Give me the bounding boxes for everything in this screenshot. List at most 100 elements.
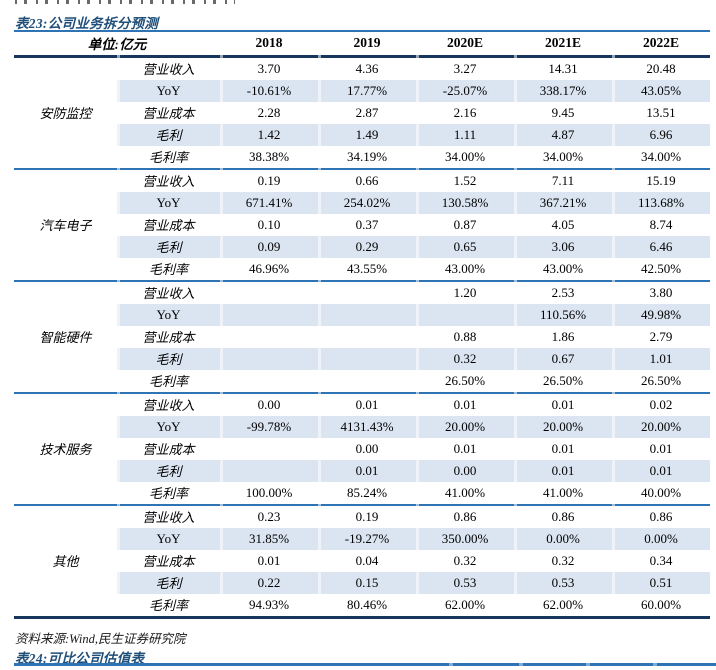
value-cell: 26.50%	[542, 372, 584, 388]
table-row: 毛利率 26.50% 26.50% 26.50%	[14, 370, 710, 393]
metric-label-cell: YoY	[117, 415, 220, 438]
value-cell: 0.01	[612, 459, 710, 482]
value-cell: 7.11	[551, 172, 575, 188]
value-cell: 3.70	[257, 60, 281, 76]
value-cell: 4.05	[551, 216, 575, 232]
value-cell: 40.00%	[640, 484, 682, 500]
table-row: 汽车电子 营业收入 0.19 0.66 1.52 7.11 15.19	[14, 168, 710, 233]
value-cell: 17.77%	[318, 79, 416, 102]
value-cell: 0.01	[355, 396, 379, 412]
value-cell: 350.00%	[416, 527, 514, 550]
metric-label-cell: YoY	[117, 527, 220, 550]
value-cell: 0.01	[551, 440, 575, 456]
column-divider	[586, 663, 590, 666]
value-cell: 0.00	[257, 396, 281, 412]
value-cell: 20.48	[646, 60, 676, 76]
metric-label-cell: 营业成本	[142, 106, 195, 121]
metric-label-cell: 毛利率	[148, 598, 188, 613]
column-divider	[519, 663, 523, 666]
value-cell: 62.00%	[444, 596, 486, 612]
table23-header-row: 单位:亿元 2018 2019 2020E 2021E 2022E	[14, 32, 710, 56]
value-cell: 4131.43%	[318, 415, 416, 438]
table-row: 智能硬件 营业收入 1.20 2.53 3.80	[14, 280, 710, 345]
metric-label-cell: 毛利	[117, 123, 220, 146]
metric-label-cell: 营业成本	[142, 330, 195, 345]
value-cell	[318, 370, 416, 393]
table-row: 安防监控 营业收入 3.70 4.36 3.27 14.31 20.48	[14, 56, 710, 122]
value-cell: 13.51	[646, 104, 676, 120]
value-cell: 1.01	[612, 347, 710, 370]
year-header-2019: 2019	[353, 35, 381, 51]
value-cell: 0.02	[649, 396, 673, 412]
table-row: YoY -10.61% 17.77% -25.07% 338.17% 43.05%	[14, 79, 710, 102]
value-cell: 85.24%	[346, 484, 388, 500]
value-cell: 0.87	[453, 216, 477, 232]
value-cell: 254.02%	[318, 191, 416, 214]
year-header-2022e: 2022E	[642, 35, 679, 51]
value-cell: 80.46%	[346, 596, 388, 612]
value-cell: 1.11	[416, 123, 514, 146]
value-cell: 26.50%	[640, 372, 682, 388]
table-row: 技术服务 营业收入 0.00 0.01 0.01 0.01 0.02	[14, 392, 710, 457]
value-cell	[318, 326, 416, 348]
table-row: 毛利率 46.96% 43.55% 43.00% 43.00% 42.50%	[14, 258, 710, 281]
value-cell: 0.86	[649, 508, 673, 524]
value-cell: 0.51	[612, 571, 710, 594]
table-row: 毛利率 94.93% 80.46% 62.00% 62.00% 60.00%	[14, 594, 710, 616]
value-cell: 0.01	[453, 396, 477, 412]
metric-label-cell: 营业收入	[142, 62, 195, 77]
metric-label-cell: YoY	[117, 79, 220, 102]
value-cell: 1.86	[551, 328, 575, 344]
table-row: 毛利率 38.38% 34.19% 34.00% 34.00% 34.00%	[14, 146, 710, 169]
value-cell: 31.85%	[220, 527, 318, 550]
value-cell: 0.32	[416, 347, 514, 370]
group-name-cell: 汽车电子	[39, 218, 92, 233]
metric-label-cell: 毛利率	[148, 374, 188, 389]
table-row: YoY 31.85% -19.27% 350.00% 0.00% 0.00%	[14, 527, 710, 550]
value-cell: 0.65	[416, 235, 514, 258]
metric-label-cell: YoY	[117, 303, 220, 326]
value-cell: 1.20	[453, 284, 477, 300]
value-cell: 2.79	[649, 328, 673, 344]
metric-label-cell: 营业成本	[142, 554, 195, 569]
value-cell: 0.00	[416, 459, 514, 482]
value-cell: 2.16	[453, 104, 477, 120]
value-cell: 3.27	[453, 60, 477, 76]
column-divider	[449, 663, 453, 666]
year-header-2018: 2018	[255, 35, 283, 51]
value-cell	[318, 347, 416, 370]
value-cell: 0.32	[453, 552, 477, 568]
value-cell: 0.01	[318, 459, 416, 482]
value-cell: 0.88	[453, 328, 477, 344]
value-cell: 0.34	[649, 552, 673, 568]
metric-label-cell: YoY	[117, 191, 220, 214]
value-cell: 34.00%	[640, 148, 682, 164]
group-name-cell: 智能硬件	[39, 330, 92, 345]
value-cell: 20.00%	[514, 415, 612, 438]
value-cell: 100.00%	[245, 484, 293, 500]
value-cell: 20.00%	[612, 415, 710, 438]
metric-label-cell: 营业收入	[142, 174, 195, 189]
value-cell: 9.45	[551, 104, 575, 120]
value-cell: 34.00%	[444, 148, 486, 164]
value-cell: 3.80	[649, 284, 673, 300]
value-cell: 671.41%	[220, 191, 318, 214]
table-row: 毛利 1.42 1.49 1.11 4.87 6.96	[14, 123, 710, 146]
value-cell	[318, 303, 416, 326]
value-cell: 6.96	[612, 123, 710, 146]
value-cell	[220, 281, 318, 304]
value-cell	[416, 303, 514, 326]
value-cell: 43.00%	[444, 260, 486, 276]
table-row: 毛利 0.09 0.29 0.65 3.06 6.46	[14, 235, 710, 258]
table-row: 毛利 0.22 0.15 0.53 0.53 0.51	[14, 571, 710, 594]
group-name-cell: 安防监控	[39, 106, 92, 121]
value-cell: 0.01	[453, 440, 477, 456]
value-cell: 113.68%	[612, 191, 710, 214]
table-row: 营业成本 0.01 0.04 0.32 0.32 0.34	[14, 550, 710, 572]
value-cell: 0.23	[257, 508, 281, 524]
value-cell: 0.04	[355, 552, 379, 568]
metric-label-cell: 营业收入	[142, 286, 195, 301]
business-forecast-table: 单位:亿元 2018 2019 2020E 2021E 2022E 安防监控营业…	[14, 32, 710, 616]
value-cell: 41.00%	[444, 484, 486, 500]
value-cell	[220, 303, 318, 326]
